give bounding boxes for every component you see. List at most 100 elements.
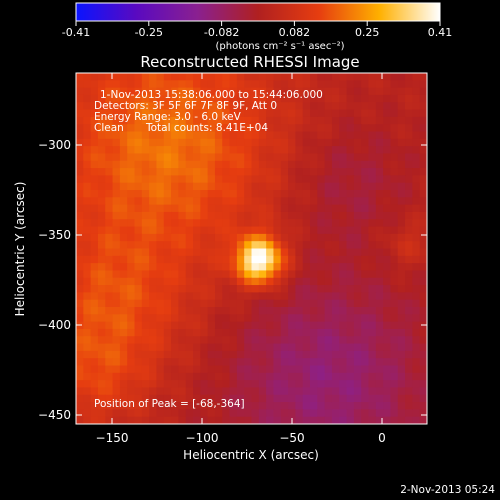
heatmap-cell <box>105 204 114 213</box>
heatmap-cell <box>207 314 216 323</box>
heatmap-cell <box>324 307 333 315</box>
heatmap-cell <box>346 160 355 169</box>
heatmap-cell <box>76 321 84 330</box>
heatmap-cell <box>163 102 172 111</box>
x-tick-label: −50 <box>279 431 304 445</box>
heatmap-cell <box>266 365 275 374</box>
heatmap-cell <box>375 328 384 337</box>
heatmap-cell <box>390 226 399 235</box>
heatmap-cell <box>375 233 384 242</box>
heatmap-cell <box>127 409 136 418</box>
heatmap-cell <box>200 109 209 118</box>
heatmap-cell <box>156 233 165 242</box>
heatmap-cell <box>295 204 304 213</box>
heatmap-cell <box>200 387 209 396</box>
heatmap-cell <box>236 394 245 403</box>
heatmap-cell <box>368 285 377 293</box>
y-tick-label: −450 <box>38 408 71 422</box>
heatmap-cell <box>266 321 275 330</box>
heatmap-cell <box>200 168 209 176</box>
heatmap-cell <box>353 321 362 330</box>
heatmap-cell <box>280 350 289 359</box>
heatmap-cell <box>149 402 158 410</box>
heatmap-cell <box>324 211 333 220</box>
heatmap-cell <box>302 416 311 424</box>
heatmap-cell <box>317 255 326 264</box>
heatmap-cell <box>302 299 311 308</box>
heatmap-cell <box>222 175 231 184</box>
heatmap-cell <box>185 380 194 389</box>
heatmap-cell <box>141 94 150 103</box>
heatmap-cell <box>310 277 318 286</box>
heatmap-cell <box>317 292 326 301</box>
heatmap-cell <box>156 350 165 359</box>
heatmap-cell <box>361 153 370 162</box>
heatmap-cell <box>339 328 348 337</box>
heatmap-cell <box>375 299 384 308</box>
heatmap-cell <box>288 248 296 257</box>
heatmap-cell <box>112 402 121 410</box>
heatmap-cell <box>302 124 311 133</box>
heatmap-cell <box>310 285 318 293</box>
heatmap-cell <box>258 365 267 374</box>
heatmap-cell <box>244 248 253 257</box>
heatmap-cell <box>141 350 150 359</box>
heatmap-cell <box>119 87 128 96</box>
heatmap-cell <box>185 387 194 396</box>
heatmap-cell <box>346 416 355 424</box>
heatmap-cell <box>156 182 165 191</box>
heatmap-cell <box>397 365 406 374</box>
heatmap-cell <box>119 343 128 352</box>
heatmap-cell <box>390 248 399 257</box>
heatmap-cell <box>273 116 282 125</box>
heatmap-cell <box>112 328 121 337</box>
heatmap-cell <box>214 409 223 418</box>
heatmap-cell <box>127 94 136 103</box>
heatmap-cell <box>207 307 216 315</box>
heatmap-cell <box>185 241 194 250</box>
heatmap-cell <box>156 307 165 315</box>
heatmap-cell <box>83 255 92 264</box>
heatmap-cell <box>288 380 296 389</box>
heatmap-cell <box>83 292 92 301</box>
heatmap-cell <box>346 73 355 81</box>
heatmap-cell <box>368 277 377 286</box>
heatmap-cell <box>310 146 318 155</box>
heatmap-cell <box>412 380 421 389</box>
heatmap-cell <box>119 131 128 140</box>
heatmap-cell <box>171 102 179 111</box>
heatmap-cell <box>251 314 260 323</box>
heatmap-cell <box>383 211 392 220</box>
heatmap-cell <box>368 94 377 103</box>
heatmap-cell <box>222 285 231 293</box>
heatmap-cell <box>200 73 209 81</box>
heatmap-cell <box>412 248 421 257</box>
heatmap-cell <box>222 314 231 323</box>
heatmap-cell <box>361 343 370 352</box>
heatmap-cell <box>324 87 333 96</box>
heatmap-cell <box>419 233 427 242</box>
heatmap-cell <box>310 380 318 389</box>
heatmap-cell <box>353 116 362 125</box>
heatmap-cell <box>405 336 413 345</box>
annotation-detectors: Detectors: 3F 5F 6F 7F 8F 9F, Att 0 <box>94 100 277 112</box>
heatmap-cell <box>156 255 165 264</box>
heatmap-cell <box>324 94 333 103</box>
heatmap-cell <box>163 299 172 308</box>
heatmap-cell <box>375 350 384 359</box>
heatmap-cell <box>412 241 421 250</box>
heatmap-cell <box>149 146 158 155</box>
heatmap-cell <box>207 343 216 352</box>
heatmap-cell <box>214 131 223 140</box>
heatmap-cell <box>171 394 179 403</box>
heatmap-cell <box>295 219 304 228</box>
heatmap-cell <box>310 336 318 345</box>
heatmap-cell <box>83 307 92 315</box>
heatmap-cell <box>266 219 275 228</box>
heatmap-cell <box>97 402 106 410</box>
heatmap-cell <box>156 138 165 147</box>
heatmap-cell <box>236 182 245 191</box>
heatmap-cell <box>127 109 136 118</box>
heatmap-cell <box>383 102 392 111</box>
